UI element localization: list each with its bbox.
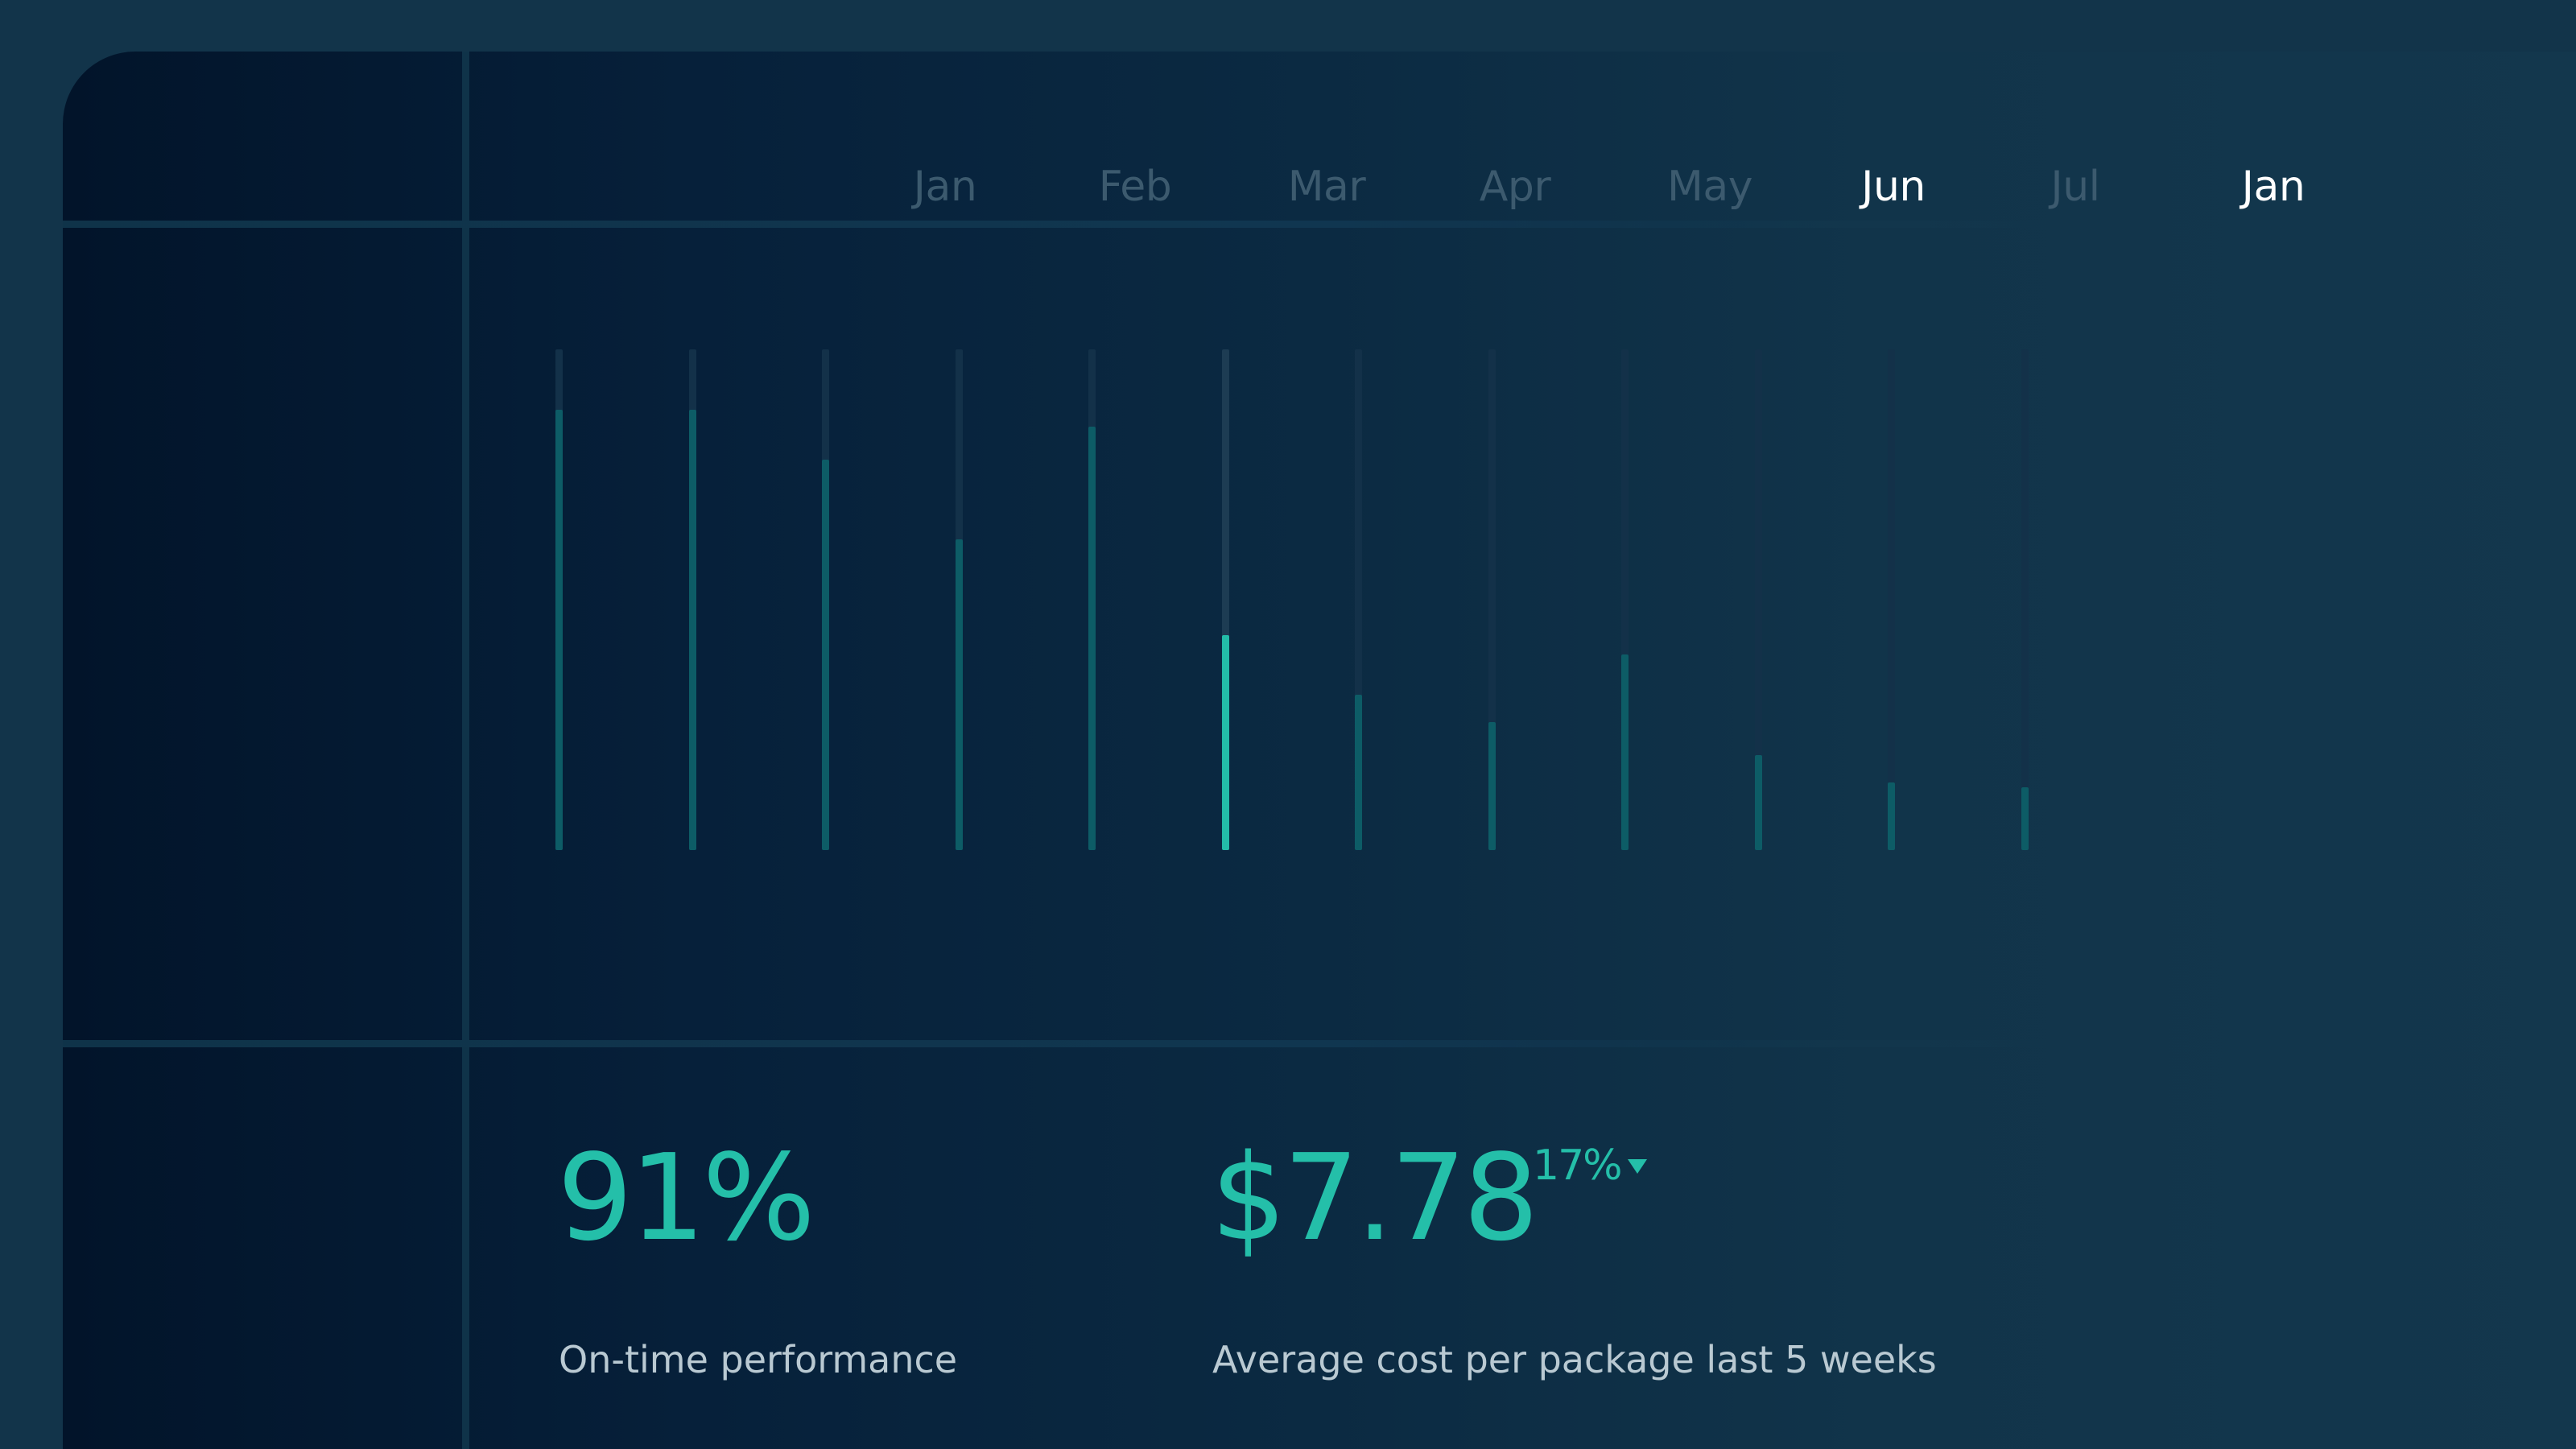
month-tab-jun[interactable]: Jun [1861, 163, 1926, 211]
header-divider [63, 221, 2576, 228]
bar-track-12 [2021, 349, 2029, 850]
month-tab-jul[interactable]: Jul [2050, 163, 2100, 211]
bar-track-4 [956, 349, 963, 850]
avg-cost-label: Average cost per package last 5 weeks [1212, 1338, 1937, 1381]
avg-cost-value: $7.78 [1211, 1129, 1539, 1267]
month-tab-jan-next[interactable]: Jan [2241, 163, 2306, 211]
bar-8 [1488, 722, 1496, 850]
bar-3 [822, 460, 829, 850]
bar-5 [1088, 427, 1096, 850]
bar-chart [63, 52, 2576, 1040]
bar-9 [1621, 654, 1629, 850]
bar-10 [1755, 755, 1762, 850]
bar-track-5 [1088, 349, 1096, 850]
vertical-divider [462, 52, 469, 1449]
month-timeline: Jan Feb Mar Apr May Jun Jul Jan [63, 52, 2576, 221]
bar-track-11 [1888, 349, 1895, 850]
bar-track-1 [555, 349, 563, 850]
month-tab-jan[interactable]: Jan [913, 163, 977, 211]
bar-track-9 [1621, 349, 1629, 850]
bar-2 [689, 410, 696, 850]
triangle-down-icon [1628, 1159, 1647, 1174]
bar-track-6 [1222, 349, 1229, 850]
bar-track-7 [1355, 349, 1362, 850]
bar-track-3 [822, 349, 829, 850]
bar-11 [1888, 782, 1895, 850]
on-time-label: On-time performance [559, 1338, 958, 1381]
bar-1 [555, 410, 563, 850]
month-tab-feb[interactable]: Feb [1098, 163, 1172, 211]
month-tab-may[interactable]: May [1666, 163, 1753, 211]
metrics-divider [63, 1040, 2576, 1047]
bar-6 [1222, 635, 1229, 850]
bar-track-2 [689, 349, 696, 850]
month-tab-apr[interactable]: Apr [1479, 163, 1551, 211]
bar-track-8 [1488, 349, 1496, 850]
bar-12 [2021, 787, 2029, 850]
bar-7 [1355, 695, 1362, 850]
avg-cost-delta: 17% [1533, 1141, 1623, 1190]
on-time-value: 91% [557, 1129, 815, 1267]
bar-4 [956, 539, 963, 850]
month-tab-mar[interactable]: Mar [1287, 163, 1366, 211]
dashboard-panel: Jan Feb Mar Apr May Jun Jul Jan 91% On-t… [63, 52, 2576, 1449]
bar-track-10 [1755, 349, 1762, 850]
